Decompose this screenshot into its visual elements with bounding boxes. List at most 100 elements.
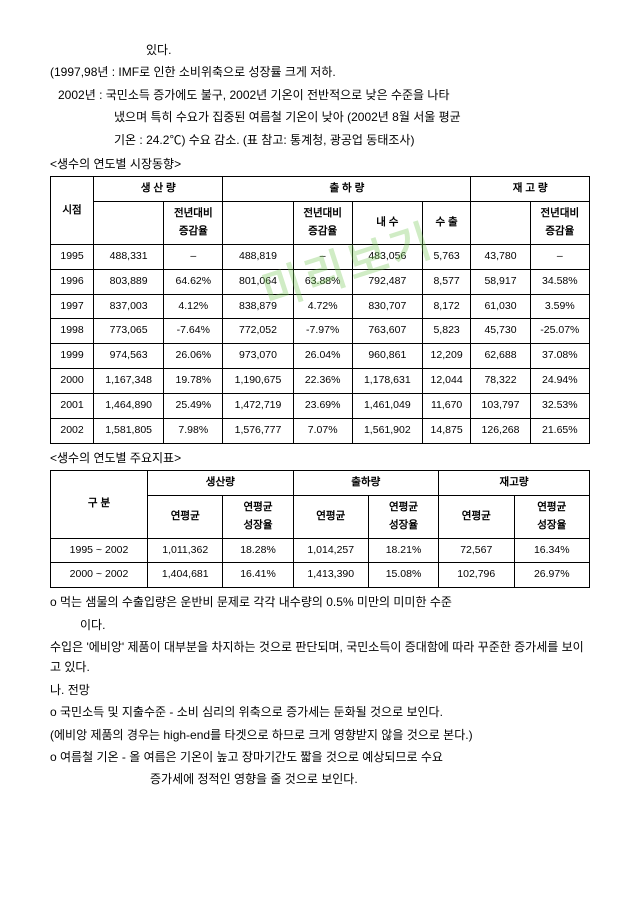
table-cell: 61,030	[471, 294, 530, 319]
table-cell: 25.49%	[164, 393, 223, 418]
table-cell: 63.88%	[293, 269, 352, 294]
table-cell: -25.07%	[530, 319, 589, 344]
th-prod-val	[94, 202, 164, 245]
table-cell: 1,011,362	[148, 538, 223, 563]
th-stock-rate: 전년대비증감율	[530, 202, 589, 245]
table-cell: 1,413,390	[293, 563, 368, 588]
table-cell: 488,331	[94, 244, 164, 269]
table-cell: 792,487	[352, 269, 422, 294]
table-cell: 772,052	[223, 319, 293, 344]
table-cell: 1,404,681	[148, 563, 223, 588]
table1-caption: <생수의 연도별 시장동향>	[50, 154, 590, 174]
intro-line-3b: 냈으며 특히 수요가 집중된 여름철 기온이 낮아 (2002년 8월 서울 평…	[50, 107, 590, 127]
table-cell: 103,797	[471, 393, 530, 418]
table-cell: 24.94%	[530, 369, 589, 394]
table-cell: 12,209	[422, 344, 471, 369]
table-row: 1999974,56326.06%973,07026.04%960,86112,…	[51, 344, 590, 369]
table-cell: 830,707	[352, 294, 422, 319]
table-cell: 16.41%	[223, 563, 293, 588]
th-prod-rate: 전년대비증감율	[164, 202, 223, 245]
th-grow-3: 연평균성장율	[514, 495, 590, 538]
table-cell: 773,065	[94, 319, 164, 344]
body-4: o 국민소득 및 지출수준 - 소비 심리의 위축으로 증가세는 둔화될 것으로…	[50, 702, 590, 722]
table-cell: 8,577	[422, 269, 471, 294]
table-cell: 483,056	[352, 244, 422, 269]
table-cell: 2002	[51, 418, 94, 443]
table-cell: 1995 ~ 2002	[51, 538, 148, 563]
table-cell: 16.34%	[514, 538, 590, 563]
body-5: (에비앙 제품의 경우는 high-end를 타겟으로 하므로 크게 영향받지 …	[50, 725, 590, 745]
table-cell: 1,561,902	[352, 418, 422, 443]
intro-line-2: (1997,98년 : IMF로 인한 소비위축으로 성장률 크게 저하.	[50, 62, 590, 82]
table-cell: 763,607	[352, 319, 422, 344]
table-cell: 1,178,631	[352, 369, 422, 394]
table-cell: 2000	[51, 369, 94, 394]
table-cell: 22.36%	[293, 369, 352, 394]
table-cell: 8,172	[422, 294, 471, 319]
table-cell: 45,730	[471, 319, 530, 344]
th-avg-1: 연평균	[148, 495, 223, 538]
table-cell: 34.58%	[530, 269, 589, 294]
table-cell: 21.65%	[530, 418, 589, 443]
table-cell: –	[293, 244, 352, 269]
table-row: 20001,167,34819.78%1,190,67522.36%1,178,…	[51, 369, 590, 394]
table-cell: 1,576,777	[223, 418, 293, 443]
table-cell: 4.12%	[164, 294, 223, 319]
intro-line-1: 있다.	[50, 40, 590, 60]
th-ship-val	[223, 202, 293, 245]
th-prod2: 생산량	[148, 471, 294, 496]
body-2: 수입은 '에비앙' 제품이 대부분을 차지하는 것으로 판단되며, 국민소득이 …	[50, 637, 590, 678]
table-row: 2000 ~ 20021,404,68116.41%1,413,39015.08…	[51, 563, 590, 588]
table-cell: 72,567	[439, 538, 514, 563]
table-row: 1998773,065-7.64%772,052-7.97%763,6075,8…	[51, 319, 590, 344]
th-ship-rate: 전년대비증감율	[293, 202, 352, 245]
table-cell: 1,190,675	[223, 369, 293, 394]
body-1b: 이다.	[50, 615, 590, 635]
intro-line-3c: 기온 : 24.2℃) 수요 감소. (표 참고: 통계청, 광공업 동태조사)	[50, 130, 590, 150]
table-cell: 64.62%	[164, 269, 223, 294]
table-cell: 974,563	[94, 344, 164, 369]
table-cell: 5,763	[422, 244, 471, 269]
table-cell: 3.59%	[530, 294, 589, 319]
table-cell: 1,461,049	[352, 393, 422, 418]
table-cell: 62,688	[471, 344, 530, 369]
market-trend-table: 시점 생 산 량 출 하 량 재 고 량 전년대비증감율 전년대비증감율 내 수…	[50, 176, 590, 443]
table-cell: 1998	[51, 319, 94, 344]
table-cell: 26.06%	[164, 344, 223, 369]
table-cell: 26.97%	[514, 563, 590, 588]
table-cell: 23.69%	[293, 393, 352, 418]
th-grow-2: 연평균성장율	[368, 495, 438, 538]
table-cell: –	[530, 244, 589, 269]
table-cell: 1,167,348	[94, 369, 164, 394]
table-cell: 15.08%	[368, 563, 438, 588]
table-cell: 1,014,257	[293, 538, 368, 563]
table-row: 1997837,0034.12%838,8794.72%830,7078,172…	[51, 294, 590, 319]
table-cell: 803,889	[94, 269, 164, 294]
table-cell: 837,003	[94, 294, 164, 319]
th-shipment: 출 하 량	[223, 177, 471, 202]
body-1a: o 먹는 샘물의 수출입량은 운반비 문제로 각각 내수량의 0.5% 미만의 …	[50, 592, 590, 612]
table-cell: 18.21%	[368, 538, 438, 563]
th-avg-2: 연평균	[293, 495, 368, 538]
table-cell: –	[164, 244, 223, 269]
intro-line-3a: 2002년 : 국민소득 증가에도 불구, 2002년 기온이 전반적으로 낮은…	[50, 85, 590, 105]
th-stock-val	[471, 202, 530, 245]
table-cell: 2000 ~ 2002	[51, 563, 148, 588]
table-cell: 26.04%	[293, 344, 352, 369]
table-cell: -7.64%	[164, 319, 223, 344]
table-cell: 7.07%	[293, 418, 352, 443]
table-cell: 14,875	[422, 418, 471, 443]
table-cell: 1,472,719	[223, 393, 293, 418]
th-production: 생 산 량	[94, 177, 223, 202]
th-stock: 재 고 량	[471, 177, 590, 202]
th-domestic: 내 수	[352, 202, 422, 245]
table2-caption: <생수의 연도별 주요지표>	[50, 448, 590, 468]
table-cell: 1997	[51, 294, 94, 319]
table-cell: 1995	[51, 244, 94, 269]
body-3: 나. 전망	[50, 680, 590, 700]
th-grow-1: 연평균성장율	[223, 495, 293, 538]
table-cell: 126,268	[471, 418, 530, 443]
table-cell: 7.98%	[164, 418, 223, 443]
th-time: 시점	[51, 177, 94, 245]
table-cell: 18.28%	[223, 538, 293, 563]
